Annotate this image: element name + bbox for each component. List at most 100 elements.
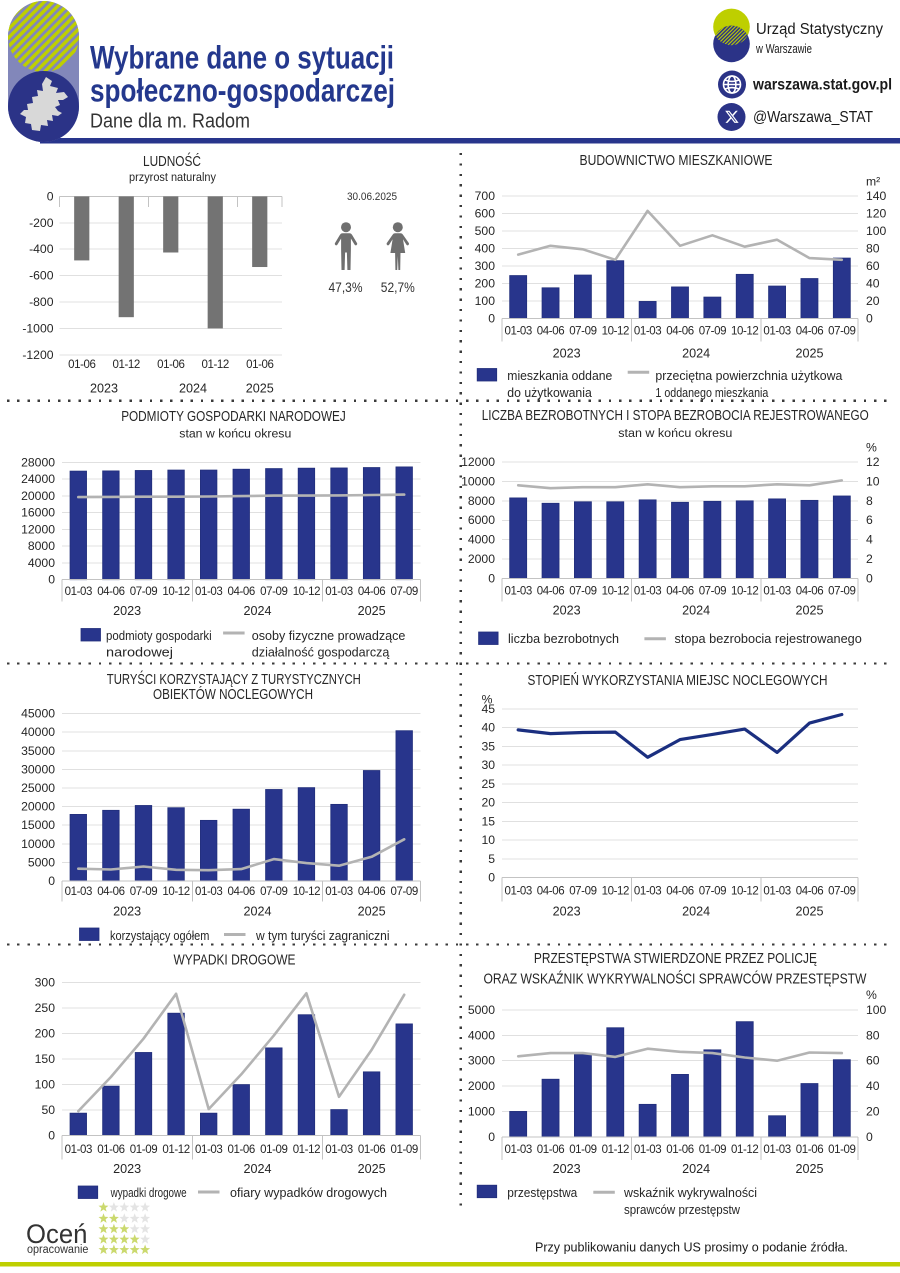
svg-text:01-03: 01-03 [325, 886, 352, 898]
svg-text:2025: 2025 [246, 382, 274, 396]
svg-text:12: 12 [866, 455, 880, 469]
svg-text:5000: 5000 [28, 855, 55, 869]
svg-text:01-03: 01-03 [763, 1144, 790, 1156]
svg-text:01-03: 01-03 [634, 1144, 661, 1156]
svg-text:20000: 20000 [21, 800, 55, 814]
svg-text:100: 100 [35, 1078, 56, 1092]
svg-text:40: 40 [481, 721, 495, 735]
svg-text:01-03: 01-03 [325, 586, 352, 598]
svg-text:01-03: 01-03 [504, 586, 531, 598]
svg-text:warszawa.stat.gov.pl: warszawa.stat.gov.pl [752, 77, 892, 94]
svg-text:2025: 2025 [795, 905, 823, 919]
svg-text:0: 0 [48, 1129, 55, 1143]
svg-text:07-09: 07-09 [699, 586, 726, 598]
svg-text:300: 300 [35, 976, 56, 990]
svg-text:01-03: 01-03 [65, 586, 92, 598]
svg-text:Urząd Statystyczny: Urząd Statystyczny [756, 21, 883, 38]
svg-text:52,7%: 52,7% [381, 279, 415, 295]
svg-text:Dane dla m. Radom: Dane dla m. Radom [90, 111, 250, 133]
svg-text:01-09: 01-09 [828, 1144, 855, 1156]
svg-text:10-12: 10-12 [162, 886, 189, 898]
svg-text:07-09: 07-09 [390, 886, 417, 898]
svg-text:2023: 2023 [553, 1162, 581, 1176]
svg-text:0: 0 [866, 572, 873, 586]
svg-text:01-09: 01-09 [390, 1144, 417, 1156]
svg-text:300: 300 [475, 259, 496, 273]
svg-text:10: 10 [481, 833, 495, 847]
svg-text:01-06: 01-06 [68, 359, 95, 371]
svg-text:2023: 2023 [90, 382, 118, 396]
svg-text:01-06: 01-06 [246, 359, 273, 371]
svg-text:01-03: 01-03 [195, 586, 222, 598]
svg-text:-400: -400 [29, 242, 54, 256]
svg-text:120: 120 [866, 207, 887, 221]
svg-text:04-06: 04-06 [666, 326, 693, 338]
svg-text:osoby fizyczne prowadzące: osoby fizyczne prowadzące [252, 628, 406, 643]
svg-text:16000: 16000 [21, 506, 55, 520]
svg-text:07-09: 07-09 [390, 586, 417, 598]
svg-text:04-06: 04-06 [796, 326, 823, 338]
svg-text:sprawców przestępstw: sprawców przestępstw [624, 1202, 741, 1217]
svg-text:Wybrane dane o sytuacji: Wybrane dane o sytuacji [90, 40, 394, 76]
svg-text:2024: 2024 [682, 905, 710, 919]
svg-text:40000: 40000 [21, 725, 55, 739]
svg-text:07-09: 07-09 [569, 326, 596, 338]
svg-text:04-06: 04-06 [97, 586, 124, 598]
svg-text:10: 10 [866, 474, 880, 488]
svg-text:STOPIEŃ WYKORZYSTANIA MIEJSC N: STOPIEŃ WYKORZYSTANIA MIEJSC NOCLEGOWYCH [528, 672, 828, 689]
svg-text:LUDNOŚĆ: LUDNOŚĆ [143, 152, 201, 170]
svg-text:40: 40 [866, 1079, 880, 1093]
svg-text:01-03: 01-03 [763, 326, 790, 338]
svg-text:07-09: 07-09 [699, 326, 726, 338]
svg-text:04-06: 04-06 [358, 586, 385, 598]
svg-text:01-09: 01-09 [260, 1144, 287, 1156]
svg-text:0: 0 [866, 311, 873, 325]
svg-text:wskaźnik wykrywalności: wskaźnik wykrywalności [623, 1185, 757, 1200]
svg-text:07-09: 07-09 [569, 586, 596, 598]
svg-text:10-12: 10-12 [731, 886, 758, 898]
svg-text:-1200: -1200 [22, 348, 53, 362]
svg-text:25: 25 [481, 777, 495, 791]
svg-text:07-09: 07-09 [828, 886, 855, 898]
svg-text:10000: 10000 [21, 837, 55, 851]
svg-text:25000: 25000 [21, 781, 55, 795]
svg-text:3000: 3000 [468, 1054, 495, 1068]
svg-text:2024: 2024 [682, 1162, 710, 1176]
svg-text:40: 40 [866, 276, 880, 290]
svg-text:4000: 4000 [28, 556, 55, 570]
svg-text:6000: 6000 [468, 513, 495, 527]
svg-text:2023: 2023 [553, 905, 581, 919]
svg-text:10-12: 10-12 [162, 586, 189, 598]
svg-text:mieszkania oddane: mieszkania oddane [507, 368, 612, 383]
svg-text:04-06: 04-06 [97, 886, 124, 898]
svg-text:%: % [866, 988, 877, 1002]
svg-text:0: 0 [48, 874, 55, 888]
svg-text:01-09: 01-09 [569, 1144, 596, 1156]
svg-text:20: 20 [866, 1104, 880, 1118]
svg-text:podmioty gospodarki: podmioty gospodarki [106, 628, 212, 643]
svg-text:04-06: 04-06 [796, 586, 823, 598]
svg-text:24000: 24000 [21, 472, 55, 486]
svg-text:01-03: 01-03 [504, 1144, 531, 1156]
svg-text:01-03: 01-03 [195, 1144, 222, 1156]
svg-text:47,3%: 47,3% [329, 279, 363, 295]
svg-text:60: 60 [866, 259, 880, 273]
svg-text:60: 60 [866, 1054, 880, 1068]
svg-text:2000: 2000 [468, 552, 495, 566]
svg-text:45: 45 [481, 702, 495, 716]
svg-text:2023: 2023 [113, 905, 141, 919]
svg-text:01-06: 01-06 [157, 359, 184, 371]
svg-text:działalność gospodarczą: działalność gospodarczą [252, 645, 390, 660]
svg-text:1000: 1000 [468, 1104, 495, 1118]
svg-text:01-06: 01-06 [227, 1144, 254, 1156]
svg-text:2023: 2023 [113, 1162, 141, 1176]
svg-text:10-12: 10-12 [731, 586, 758, 598]
svg-text:5000: 5000 [468, 1003, 495, 1017]
svg-text:8000: 8000 [28, 539, 55, 553]
svg-text:20000: 20000 [21, 489, 55, 503]
svg-text:30: 30 [481, 758, 495, 772]
svg-text:stan w końcu okresu: stan w końcu okresu [618, 426, 732, 440]
svg-text:01-06: 01-06 [666, 1144, 693, 1156]
svg-text:0: 0 [47, 189, 54, 203]
svg-text:%: % [482, 693, 493, 707]
